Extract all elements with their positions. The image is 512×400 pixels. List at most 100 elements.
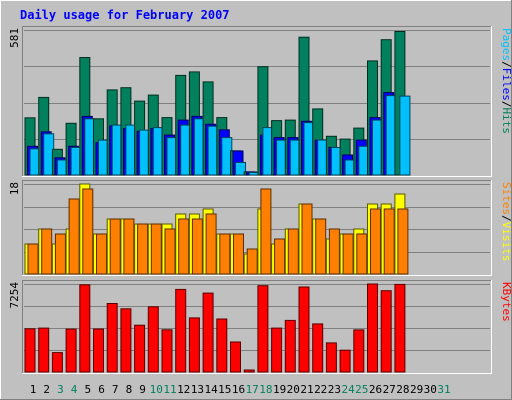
bar-kbytes-day-18 <box>257 285 269 373</box>
x-tick-label-23: 23 <box>328 383 341 396</box>
bar-kbytes-day-10 <box>147 306 159 373</box>
x-tick-label-5: 5 <box>84 383 91 396</box>
x-tick-label-9: 9 <box>139 383 146 396</box>
x-tick-label-26: 26 <box>369 383 382 396</box>
bar-kbytes-day-22 <box>312 323 324 373</box>
bar-sites-day-6 <box>96 233 107 275</box>
legend-entry: Visits <box>500 222 512 262</box>
legend-entry: KBytes <box>500 282 512 322</box>
x-tick-label-1: 1 <box>30 383 37 396</box>
x-tick-label-7: 7 <box>112 383 119 396</box>
bar-kbytes-day-12 <box>175 288 187 373</box>
x-tick-label-16: 16 <box>232 383 245 396</box>
bar-sites-day-11 <box>164 228 176 275</box>
bar-kbytes-day-3 <box>51 352 63 373</box>
bar-sites-day-7 <box>109 218 121 275</box>
legend-entry: Pages <box>500 28 512 61</box>
legend-middle: Sites/Visits <box>500 182 512 262</box>
bar-sites-day-15 <box>219 233 231 275</box>
bar-kbytes-day-7 <box>106 303 118 373</box>
x-tick-label-10: 10 <box>150 383 163 396</box>
bar-kbytes-day-25 <box>353 329 365 373</box>
ymax-label-top: 581 <box>8 28 21 48</box>
bar-kbytes-day-2 <box>38 327 50 373</box>
legend-entry: Sites <box>500 182 512 215</box>
bar-sites-day-12 <box>178 218 190 275</box>
bar-kbytes-day-13 <box>188 317 200 373</box>
bar-kbytes-day-8 <box>120 308 132 373</box>
bar-sites-day-10 <box>150 223 162 275</box>
bar-kbytes-day-9 <box>134 324 146 373</box>
bar-sites-day-23 <box>328 228 340 275</box>
bar-kbytes-day-5 <box>79 284 91 373</box>
x-axis-labels: 1 2 3 4 5 6 7 8 9 10 11 12 13 14 15 16 17 18 19 20 21 22 23 24 2… <box>30 383 451 396</box>
legend-entry: Files <box>500 68 512 101</box>
chart-title: Daily usage for February 2007 <box>20 8 230 22</box>
x-tick-label-22: 22 <box>314 383 327 396</box>
bar-kbytes-day-21 <box>298 286 310 373</box>
bar-sites-day-26 <box>370 208 381 275</box>
ymax-label-bottom: 7254 <box>8 282 21 309</box>
bar-sites-day-25 <box>356 233 368 275</box>
bar-sites-day-19 <box>274 238 286 275</box>
panel-bottom: 7254 KBytes <box>8 280 512 374</box>
bar-sites-day-14 <box>205 213 217 275</box>
bar-sites-day-18 <box>260 188 272 275</box>
legend-entry: / <box>500 215 512 222</box>
bar-pages-day-16 <box>235 162 246 176</box>
x-tick-label-28: 28 <box>396 383 409 396</box>
x-tick-label-13: 13 <box>191 383 204 396</box>
x-tick-label-3: 3 <box>57 383 64 396</box>
legend-top: Pages/Files/Hits <box>500 28 512 134</box>
bar-kbytes-day-28 <box>394 283 406 373</box>
bar-kbytes-day-27 <box>380 290 392 373</box>
bar-sites-day-4 <box>68 198 80 275</box>
bar-sites-day-16 <box>233 233 244 275</box>
x-tick-label-4: 4 <box>71 383 78 396</box>
bar-sites-day-20 <box>287 228 299 275</box>
x-tick-label-12: 12 <box>177 383 190 396</box>
x-tick-label-15: 15 <box>218 383 231 396</box>
plot-area-bottom <box>22 280 492 374</box>
legend-entry: / <box>500 61 512 68</box>
bar-pages-day-28 <box>399 95 411 176</box>
bar-sites-day-9 <box>137 223 149 275</box>
x-tick-label-24: 24 <box>341 383 355 396</box>
bar-kbytes-day-6 <box>93 328 104 373</box>
bar-kbytes-day-17 <box>243 369 255 373</box>
x-tick-label-18: 18 <box>259 383 272 396</box>
bar-sites-day-8 <box>123 218 135 275</box>
bar-sites-day-17 <box>246 248 258 275</box>
bar-sites-day-2 <box>41 228 53 275</box>
x-tick-label-2: 2 <box>43 383 50 396</box>
bar-kbytes-day-16 <box>230 341 241 373</box>
bar-sites-day-5 <box>82 188 94 275</box>
bar-sites-day-1 <box>27 243 39 275</box>
bar-kbytes-day-24 <box>339 349 351 373</box>
bar-kbytes-day-1 <box>24 328 36 373</box>
panel-middle: 18 Sites/Visits <box>8 180 512 276</box>
bar-sites-day-3 <box>54 233 66 275</box>
bar-kbytes-day-4 <box>65 328 77 373</box>
bar-sites-day-13 <box>191 218 203 275</box>
bar-kbytes-day-26 <box>367 283 378 373</box>
x-tick-label-30: 30 <box>424 383 437 396</box>
x-tick-label-29: 29 <box>410 383 423 396</box>
legend-entry: Hits <box>500 108 512 135</box>
x-tick-label-11: 11 <box>163 383 176 396</box>
x-tick-label-25: 25 <box>355 383 368 396</box>
bar-kbytes-day-15 <box>216 318 228 373</box>
bar-kbytes-day-11 <box>161 329 173 373</box>
x-tick-label-20: 20 <box>287 383 300 396</box>
bar-kbytes-day-20 <box>284 319 296 373</box>
bar-kbytes-day-19 <box>271 327 283 373</box>
legend-entry: / <box>500 101 512 108</box>
bar-sites-day-28 <box>397 208 409 275</box>
bar-sites-day-21 <box>301 203 313 275</box>
bar-kbytes-day-14 <box>202 292 214 373</box>
x-tick-label-31: 31 <box>437 383 450 396</box>
x-tick-label-21: 21 <box>300 383 313 396</box>
x-tick-label-8: 8 <box>126 383 133 396</box>
panel-top: 581 Pages/Files/Hits <box>8 26 512 177</box>
